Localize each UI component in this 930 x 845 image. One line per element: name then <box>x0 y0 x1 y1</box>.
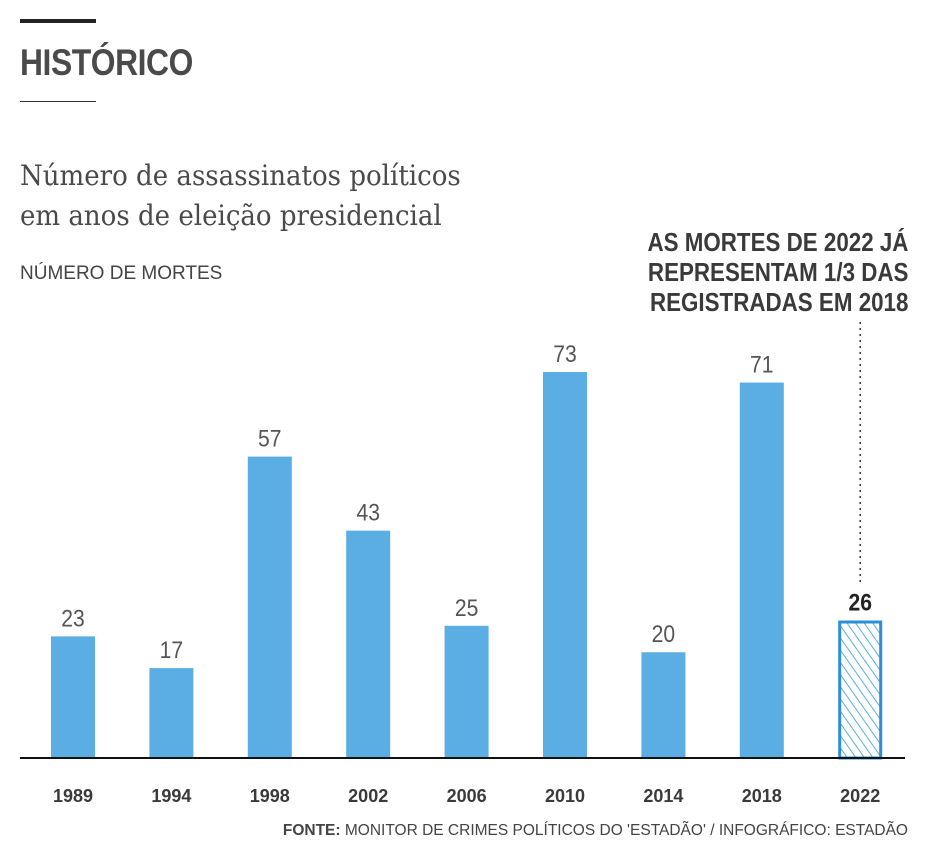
bar-2022 <box>838 620 883 760</box>
chart-title-line-1: Número de assassinatos políticos <box>20 159 461 192</box>
category-label-2002: 2002 <box>348 786 388 806</box>
source-label: FONTE: <box>282 822 341 839</box>
value-label-1989: 23 <box>61 605 84 632</box>
bar-1989 <box>51 636 95 758</box>
bar-2002 <box>346 530 391 758</box>
category-label-2006: 2006 <box>447 786 487 806</box>
value-label-1994: 17 <box>160 637 183 664</box>
category-label-2022: 2022 <box>840 786 880 806</box>
annotation-line-3: REGISTRADAS EM 2018 <box>649 287 908 317</box>
bar-2010 <box>543 372 587 758</box>
chart-title: Número de assassinatos políticos em anos… <box>20 156 461 236</box>
annotation-line-1: AS MORTES DE 2022 JÁ <box>647 227 908 257</box>
value-label-2010: 73 <box>553 341 576 368</box>
bar-1994 <box>149 668 194 758</box>
category-label-1989: 1989 <box>53 786 93 806</box>
value-label-2014: 20 <box>652 621 675 648</box>
category-label-1994: 1994 <box>151 786 191 806</box>
value-label-2006: 25 <box>455 595 478 622</box>
value-labels-group: 23 17 57 43 25 73 20 71 26 <box>61 341 872 664</box>
value-label-2002: 43 <box>356 499 379 526</box>
category-label-2010: 2010 <box>545 786 585 806</box>
bar-2006 <box>444 625 489 758</box>
annotation-line-2: REPRESENTAM 1/3 DAS <box>647 257 908 287</box>
value-label-1998: 57 <box>258 425 281 452</box>
value-label-2018: 71 <box>750 351 773 378</box>
value-label-2022: 26 <box>848 589 871 616</box>
source-text: MONITOR DE CRIMES POLÍTICOS DO 'ESTADÃO'… <box>344 822 908 839</box>
category-labels-group: 1989 1994 1998 2002 2006 2010 2014 2018 2022 <box>53 786 880 806</box>
category-label-2018: 2018 <box>742 786 782 806</box>
bars-group <box>51 372 883 760</box>
y-axis-label: NÚMERO DE MORTES <box>20 263 223 284</box>
source-credit: FONTE: MONITOR DE CRIMES POLÍTICOS DO 'E… <box>283 822 908 840</box>
bar-2014 <box>641 652 686 758</box>
category-label-2014: 2014 <box>643 786 683 806</box>
bar-1998 <box>247 456 292 758</box>
annotation-note: AS MORTES DE 2022 JÁ REPRESENTAM 1/3 DAS… <box>647 227 908 317</box>
section-heading: HISTÓRICO <box>20 42 193 83</box>
top-rule <box>20 19 96 23</box>
chart-title-line-2: em anos de eleição presidencial <box>20 199 442 232</box>
bar-2018 <box>739 382 784 758</box>
heading-rule <box>20 101 96 102</box>
category-label-1998: 1998 <box>250 786 290 806</box>
